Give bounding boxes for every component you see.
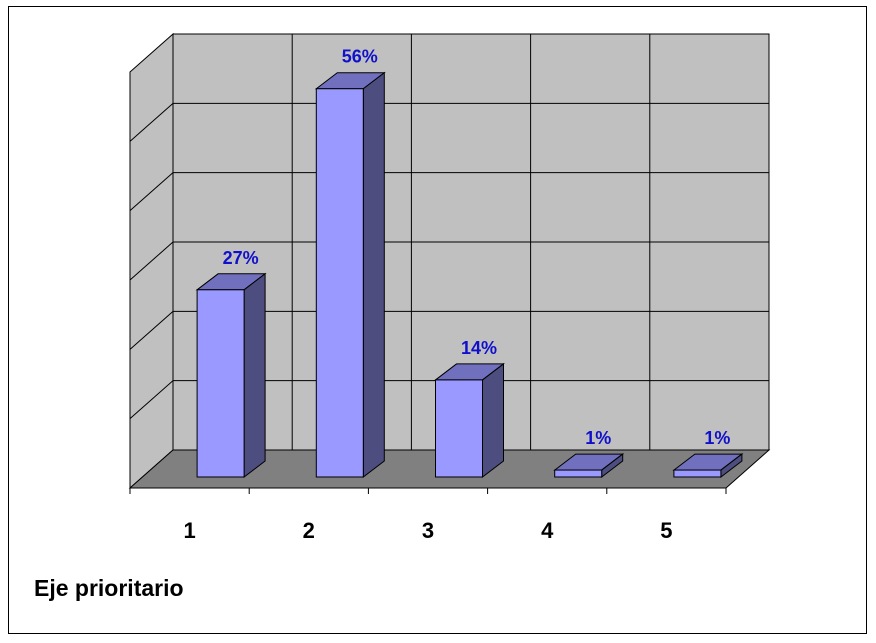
data-label: 1% xyxy=(704,428,730,448)
data-label: 27% xyxy=(223,248,259,268)
x-tick-label: 2 xyxy=(303,518,315,543)
bar-side xyxy=(362,71,385,479)
side-gridline xyxy=(129,380,174,420)
x-tick-label: 1 xyxy=(183,518,195,543)
bar xyxy=(434,362,505,479)
bar xyxy=(195,272,267,479)
side-gridline xyxy=(129,172,174,212)
bar-front xyxy=(673,469,722,478)
bar-front xyxy=(315,88,364,478)
data-label: 14% xyxy=(461,338,497,358)
bar-front xyxy=(435,379,483,478)
bar-side xyxy=(243,272,266,479)
x-tick-label: 3 xyxy=(422,518,434,543)
bar-side xyxy=(482,362,504,479)
data-label: 56% xyxy=(342,47,378,67)
side-gridline xyxy=(129,241,174,281)
bar xyxy=(672,453,744,479)
x-tick-label: 4 xyxy=(541,518,554,543)
side-gridline xyxy=(129,102,174,142)
x-axis: 1 2 3 4 5 xyxy=(129,487,727,543)
bar-front xyxy=(196,289,245,478)
data-label: 1% xyxy=(585,428,611,448)
x-axis-title: Eje prioritario xyxy=(34,575,184,601)
bar xyxy=(314,71,386,479)
data-labels: 27% 56% 14% 1% 1% xyxy=(223,47,731,448)
bar xyxy=(553,453,625,479)
x-tick-label: 5 xyxy=(660,518,672,543)
chart-bars xyxy=(195,71,744,479)
bar-front xyxy=(554,469,603,478)
side-gridline xyxy=(129,310,174,350)
